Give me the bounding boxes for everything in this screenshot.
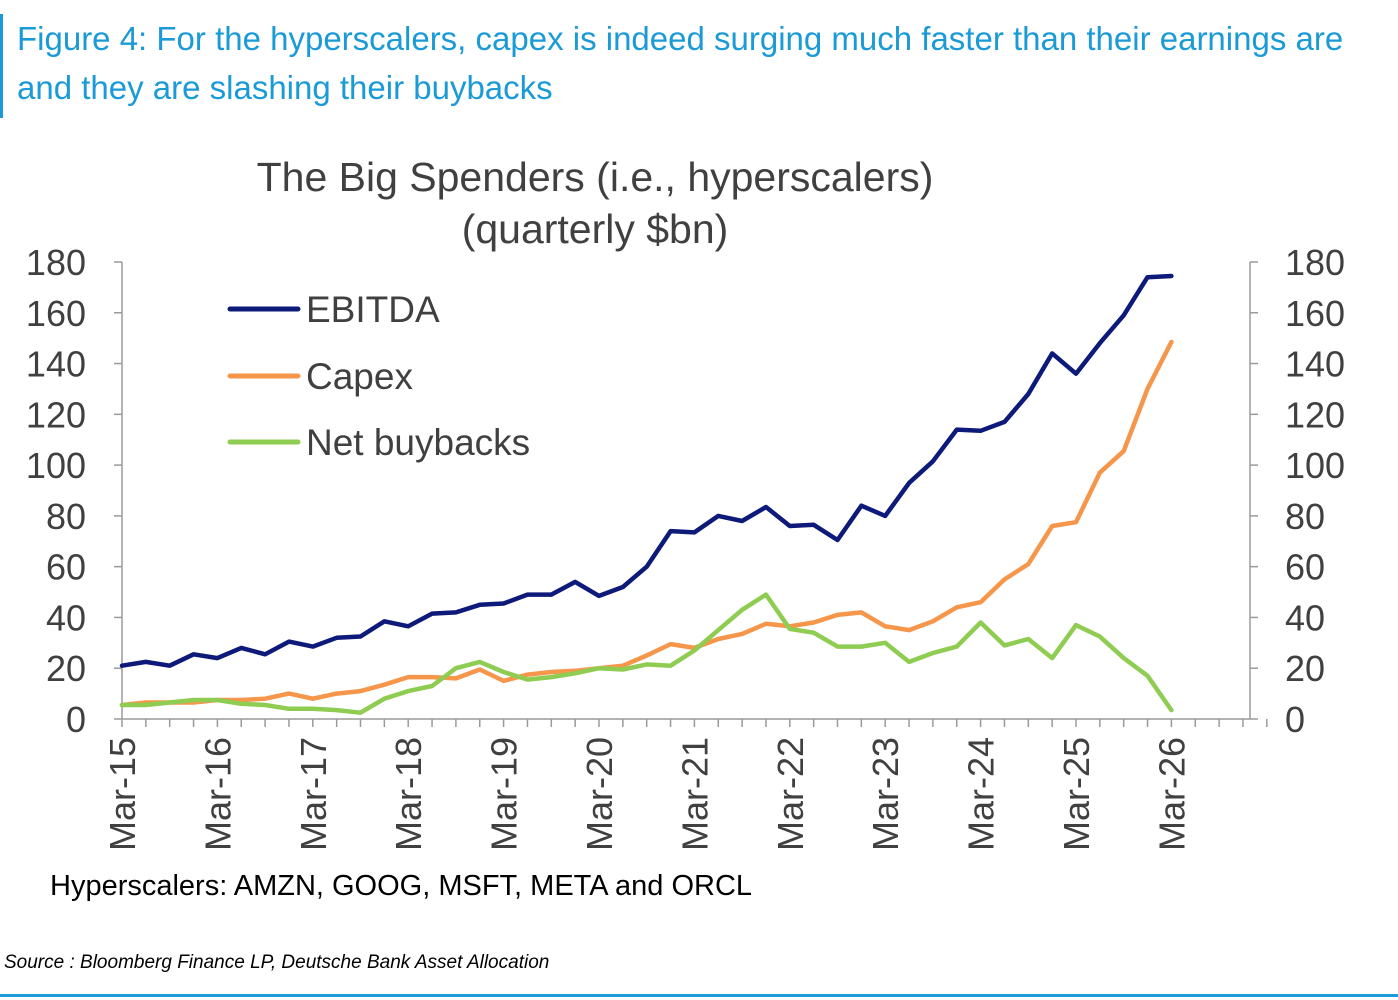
legend-label-net-buybacks: Net buybacks [306,422,530,463]
figure-title: Figure 4: For the hyperscalers, capex is… [0,14,1370,118]
axes: 0 20 40 60 80 100 120 140 160 180 0 20 40 60 80 100 120 1… [26,242,1345,851]
x-tick-label: Mar-18 [388,737,429,851]
y-tick-label-left: 140 [26,344,86,385]
y-tick-label-right: 20 [1285,648,1325,689]
footnote: Hyperscalers: AMZN, GOOG, MSFT, META and… [50,870,753,902]
series-line-net-buybacks [119,592,1174,715]
y-tick-label-right: 160 [1285,293,1345,334]
series-line-ebitda [119,273,1174,668]
y-tick-label-right: 140 [1285,344,1345,385]
x-tick-label: Mar-15 [102,737,143,851]
y-tick-label-right: 80 [1285,496,1325,537]
y-tick-label-right: 60 [1285,547,1325,588]
y-tick-label-left: 60 [46,547,86,588]
legend: EBITDA Capex Net buybacks [227,289,530,463]
y-tick-label-left: 180 [26,242,86,283]
x-tick-label: Mar-17 [293,737,334,851]
y-tick-label-right: 40 [1285,597,1325,638]
y-tick-label-left: 20 [46,648,86,689]
x-tick-label: Mar-16 [197,737,238,851]
x-tick-label: Mar-24 [961,737,1002,851]
x-tick-label: Mar-21 [674,737,715,851]
x-tick-label: Mar-25 [1056,737,1097,851]
y-tick-label-left: 120 [26,394,86,435]
x-tick-label: Mar-19 [484,737,525,851]
source-note: Source : Bloomberg Finance LP, Deutsche … [4,952,550,973]
series-line-capex [119,339,1174,708]
y-tick-label-right: 120 [1285,394,1345,435]
x-tick-label: Mar-22 [770,737,811,851]
y-tick-label-right: 0 [1285,699,1305,740]
footer-rule [0,994,1398,997]
y-tick-label-left: 40 [46,597,86,638]
chart-subtitle: (quarterly $bn) [462,206,729,252]
y-tick-label-left: 0 [66,699,86,740]
y-tick-label-right: 180 [1285,242,1345,283]
legend-label-ebitda: EBITDA [306,289,440,330]
x-tick-label: Mar-20 [579,737,620,851]
x-tick-label: Mar-26 [1151,737,1192,851]
y-tick-label-left: 100 [26,445,86,486]
chart-title: The Big Spenders (i.e., hyperscalers) [257,154,934,200]
legend-label-capex: Capex [306,356,413,397]
series-group [119,273,1174,715]
y-tick-label-right: 100 [1285,445,1345,486]
x-tick-label: Mar-23 [865,737,906,851]
y-tick-label-left: 80 [46,496,86,537]
y-tick-label-left: 160 [26,293,86,334]
